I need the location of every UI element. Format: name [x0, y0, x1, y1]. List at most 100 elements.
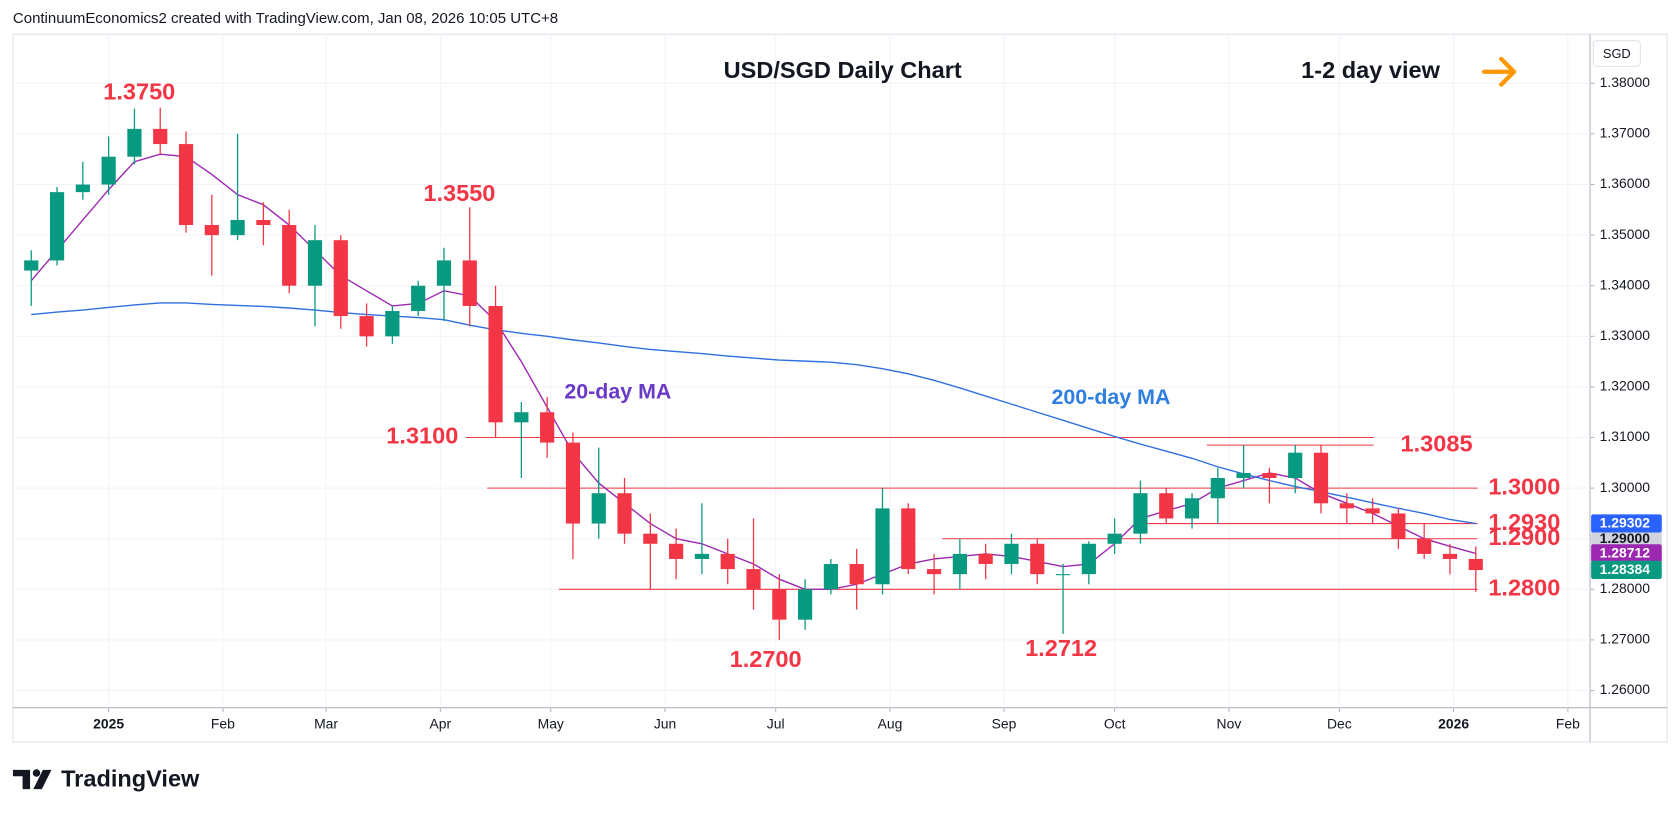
candle-body	[1030, 543, 1045, 575]
arrow-head	[1499, 56, 1517, 87]
level-label: 1.3000	[1488, 473, 1560, 499]
candle-body	[1081, 543, 1096, 575]
view-label: 1-2 day view	[1301, 57, 1440, 83]
candle-body	[256, 219, 271, 226]
candle-body	[540, 412, 555, 443]
candle-body	[591, 493, 606, 524]
candle-body	[1184, 498, 1200, 519]
arrow-icon	[1481, 56, 1517, 87]
candle-body	[694, 553, 710, 559]
logo-mark	[12, 769, 31, 790]
candle-body	[1442, 553, 1458, 559]
candle-body	[669, 543, 684, 559]
x-tick-label: 2025	[93, 716, 124, 732]
candle-body	[1365, 508, 1380, 514]
logo-mark	[33, 769, 52, 790]
x-tick-label: Jul	[767, 716, 785, 732]
candle-body	[1262, 472, 1277, 479]
candle-body	[488, 305, 503, 423]
y-tick-label: 1.38000	[1600, 74, 1651, 90]
level-label: 1.3085	[1401, 430, 1473, 456]
candle-body	[823, 564, 838, 590]
price-badge	[1591, 514, 1662, 533]
candle-body	[307, 240, 323, 286]
logo: TradingView	[12, 766, 200, 792]
y-tick-label: 1.27000	[1600, 631, 1651, 647]
candle-body	[462, 260, 477, 306]
x-tick-label: Apr	[430, 716, 452, 732]
candle-body	[1391, 513, 1406, 539]
candle-body	[772, 589, 787, 620]
chart-title: USD/SGD Daily Chart	[724, 57, 962, 83]
price-badge-label: 1.28712	[1600, 545, 1651, 561]
candle-body	[926, 569, 942, 575]
x-tick-label: Nov	[1217, 716, 1242, 732]
price-badge	[1591, 529, 1662, 548]
candle-body	[127, 128, 142, 157]
candle-body	[643, 533, 658, 544]
candle-body	[359, 316, 374, 337]
x-tick-label: 2026	[1438, 716, 1469, 732]
y-tick-label: 1.37000	[1600, 125, 1651, 141]
price-badge-label: 1.29302	[1600, 515, 1651, 531]
y-tick-label: 1.30000	[1600, 479, 1651, 495]
y-tick-label: 1.26000	[1600, 681, 1651, 697]
candle-body	[514, 412, 529, 423]
candle-body	[875, 508, 890, 585]
candle-body	[849, 564, 864, 585]
price-badge	[1591, 560, 1662, 579]
candle-body	[24, 260, 39, 271]
y-tick-label: 1.31000	[1600, 428, 1651, 444]
price-badge	[1591, 544, 1662, 563]
candle-body	[565, 442, 581, 524]
candle-body	[1133, 493, 1148, 534]
candle-body	[49, 192, 65, 261]
candle-body	[1313, 452, 1329, 504]
price-annotation: 1.3750	[103, 78, 175, 104]
candle-body	[901, 508, 916, 570]
candle-body	[75, 184, 90, 193]
y-tick-label: 1.32000	[1600, 378, 1651, 394]
level-label: 1.3100	[386, 423, 458, 449]
candle-body	[333, 240, 348, 317]
candle-body	[1055, 574, 1071, 576]
candle-body	[436, 260, 452, 286]
y-tick-label: 1.34000	[1600, 276, 1651, 292]
candle-body	[798, 589, 813, 620]
x-tick-label: Feb	[211, 716, 235, 732]
y-tick-label: 1.35000	[1600, 226, 1651, 242]
y-tick-label: 1.28000	[1600, 580, 1651, 596]
x-tick-label: Sep	[992, 716, 1017, 732]
candle-body	[617, 493, 632, 534]
x-tick-label: Jun	[654, 716, 676, 732]
level-label: 1.2930	[1488, 509, 1560, 535]
candle-body	[1339, 503, 1354, 509]
price-annotation: 1.3550	[423, 180, 495, 206]
candle-body	[952, 553, 967, 575]
candle-body	[1107, 533, 1122, 544]
y-tick-label: 1.36000	[1600, 175, 1651, 191]
candle-body	[230, 219, 245, 236]
ma-label: 20-day MA	[564, 380, 671, 404]
currency-label: SGD	[1603, 46, 1631, 61]
currency-badge	[1592, 40, 1641, 67]
candle-body	[1236, 472, 1251, 479]
level-label: 1.2800	[1488, 575, 1560, 601]
candle-body	[1159, 493, 1174, 519]
x-tick-label: Feb	[1556, 716, 1580, 732]
price-badge-label: 1.28384	[1600, 561, 1651, 577]
candle-body	[411, 285, 426, 312]
candle-body	[1288, 452, 1303, 479]
y-tick-label: 1.33000	[1600, 327, 1651, 343]
candle-body	[282, 225, 297, 286]
x-tick-label: May	[538, 716, 564, 732]
x-tick-label: Mar	[314, 716, 338, 732]
candle-body	[1417, 538, 1432, 554]
candle-body	[1210, 478, 1225, 499]
candle-body	[178, 144, 194, 226]
candle-body	[1468, 558, 1483, 571]
